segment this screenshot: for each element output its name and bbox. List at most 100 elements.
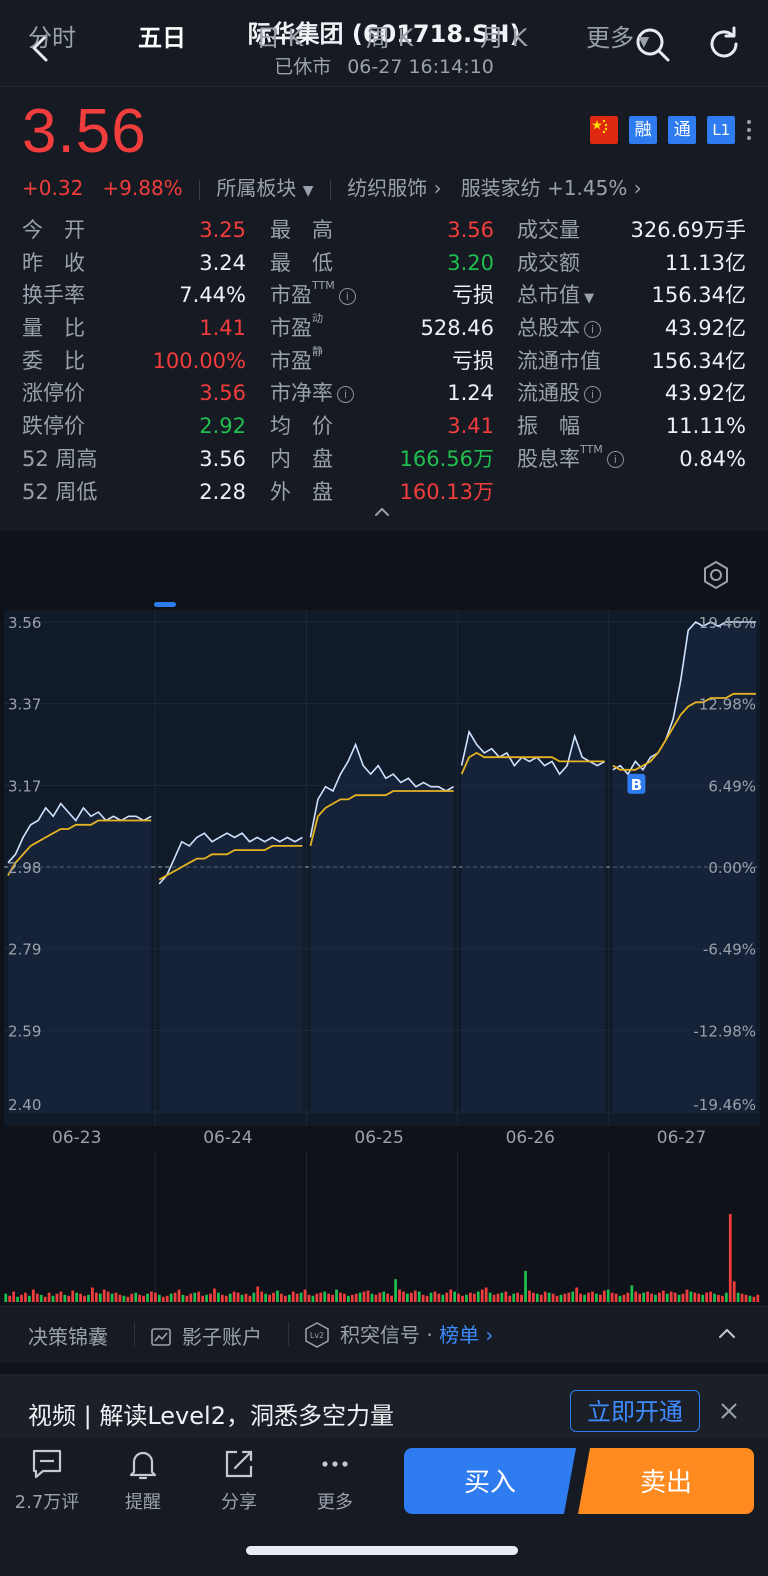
strategy-kit-button[interactable]: 决策锦囊 (28, 1325, 108, 1349)
volume-bar (134, 1292, 138, 1302)
volume-bar (398, 1289, 401, 1302)
volume-bar (555, 1295, 559, 1302)
volume-bar (512, 1293, 516, 1302)
tab-more[interactable]: 更多 ▼ (586, 18, 649, 53)
settings-icon[interactable] (702, 560, 730, 590)
volume-bar (173, 1292, 177, 1302)
stat-row[interactable]: 总市值 ▼ 156.34亿 (517, 279, 746, 312)
rank-link[interactable]: 榜单 (439, 1323, 480, 1347)
volume-bar (51, 1295, 55, 1302)
stat-value: 156.34亿 (651, 283, 746, 308)
volume-bar (240, 1294, 244, 1302)
info-icon[interactable]: i (338, 287, 356, 305)
volume-bar (646, 1291, 649, 1302)
stat-row: 52 周高 3.56 (22, 443, 246, 476)
price-line-day-4 (460, 729, 606, 776)
y-tick-left: 3.37 (8, 696, 41, 714)
volume-bar (118, 1294, 122, 1302)
volume-bar (685, 1289, 689, 1302)
volume-bar (311, 1295, 315, 1302)
volume-bar (630, 1285, 634, 1302)
volume-bar (449, 1289, 453, 1302)
volume-bar (150, 1291, 153, 1302)
volume-bar (197, 1291, 201, 1302)
comments-button[interactable]: 2.7万评 (12, 1446, 82, 1514)
stat-label: 总股本 (517, 316, 580, 341)
connect-badge[interactable]: 通 (668, 116, 697, 144)
volume-bar (638, 1293, 642, 1302)
stat-row: 市盈静 亏损 (270, 345, 494, 378)
quote-panel (0, 86, 768, 531)
sell-button[interactable] (578, 1448, 754, 1514)
chevron-up-icon[interactable] (372, 504, 392, 520)
info-icon[interactable]: i (584, 385, 601, 403)
volume-bar (744, 1294, 748, 1302)
tab-intraday[interactable]: 分时 (28, 24, 76, 52)
volume-bar (59, 1291, 63, 1302)
level1-badge[interactable]: L1 (707, 116, 736, 144)
price-chart[interactable]: 3.56 3.37 3.17 2.98 2.79 2.59 2.40 19.46% 12.98%… (4, 610, 760, 1126)
comments-label: 2.7万评 (14, 1492, 80, 1513)
chart-doc-icon (151, 1328, 171, 1346)
volume-bar (161, 1296, 165, 1302)
tab-daily-k[interactable]: 日 K (256, 24, 304, 52)
stat-row[interactable]: 流通股 i 43.92亿 (517, 377, 746, 410)
volume-bar (598, 1294, 602, 1302)
share-button[interactable]: 分享 (204, 1446, 274, 1514)
volume-bar (12, 1291, 16, 1302)
industry-link[interactable]: 纺织服饰 › (347, 176, 441, 200)
change-row: +0.32 +9.88% 所属板块 ▼ 纺织服饰 › 服装家纺 +1.45% › (22, 172, 642, 201)
sub-industry-link[interactable]: 服装家纺 +1.45% › (461, 176, 642, 200)
volume-bar (315, 1293, 319, 1302)
volume-bar (126, 1296, 130, 1302)
info-icon[interactable]: i (337, 385, 354, 403)
margin-badge[interactable]: 融 (629, 116, 658, 144)
signal-button[interactable]: Lv2 积突信号 · 榜单 › (304, 1319, 493, 1348)
refresh-icon[interactable] (704, 24, 744, 64)
stat-label-sup: TTM (580, 442, 603, 456)
tab-five-day[interactable]: 五日 (138, 24, 186, 52)
tab-weekly-k[interactable]: 周 K (366, 24, 414, 52)
alert-button[interactable]: 提醒 (108, 1446, 178, 1514)
chevron-up-icon[interactable] (716, 1326, 738, 1340)
volume-bar (102, 1289, 106, 1302)
volume-bar (453, 1291, 457, 1302)
sell-label[interactable]: 卖出 (639, 1468, 692, 1498)
volume-bar (606, 1289, 610, 1302)
volume-bar (394, 1279, 397, 1302)
volume-bar (358, 1292, 362, 1302)
stat-row[interactable]: 股息率TTMi 0.84% (517, 443, 746, 476)
shadow-account-button[interactable]: 影子账户 (150, 1321, 262, 1350)
volume-bar (539, 1294, 543, 1302)
volume-bar (189, 1293, 193, 1302)
activate-button[interactable]: 立即开通 (570, 1390, 700, 1432)
stat-label: 流通股 (517, 381, 580, 406)
stat-row: 涨停价 3.56 (22, 377, 246, 410)
stat-row[interactable]: 总股本 i 43.92亿 (517, 312, 746, 345)
volume-bar (181, 1294, 185, 1302)
volume-bar (472, 1293, 476, 1302)
info-icon[interactable]: i (584, 320, 601, 338)
back-icon[interactable] (22, 28, 62, 68)
volume-bar (382, 1291, 386, 1302)
stat-row[interactable]: 市盈TTMi 亏损 (270, 279, 494, 312)
nav-header (0, 0, 768, 86)
volume-bar (209, 1293, 212, 1302)
close-icon[interactable] (718, 1400, 740, 1422)
more-button[interactable]: 更多 (300, 1446, 370, 1514)
volume-bar (697, 1293, 701, 1302)
buy-label[interactable]: 买入 (463, 1468, 516, 1498)
sector-dropdown[interactable]: 所属板块 ▼ (216, 176, 313, 200)
tab-monthly-k[interactable]: 月 K (480, 24, 528, 52)
volume-bar (154, 1292, 157, 1302)
stat-row: 换手率 7.44% (22, 279, 246, 312)
stat-row[interactable]: 市净率 i 1.24 (270, 377, 494, 410)
volume-bar (457, 1293, 460, 1302)
search-icon[interactable] (632, 24, 672, 64)
buy-button[interactable] (404, 1448, 576, 1514)
stat-value: 亏损 (452, 283, 494, 308)
more-vertical-icon[interactable] (746, 119, 752, 141)
volume-bar (610, 1292, 614, 1302)
volume-chart[interactable] (4, 1152, 760, 1304)
info-icon[interactable]: i (606, 451, 624, 469)
